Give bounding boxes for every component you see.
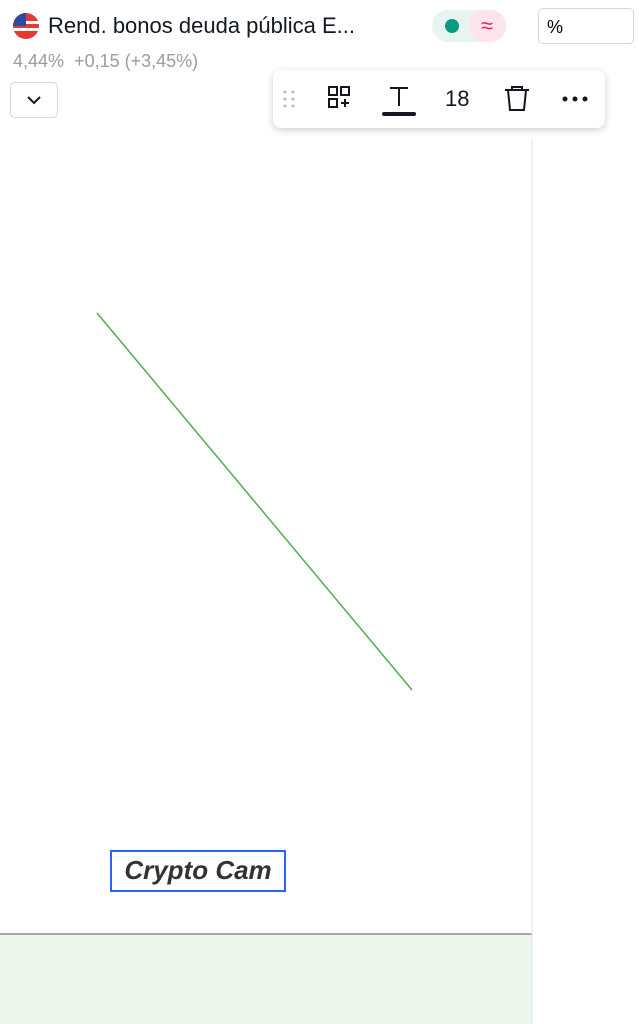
title: Rend. bonos deuda pública E... xyxy=(48,13,356,38)
watermark: Crypto Cam xyxy=(124,855,271,885)
unit-button[interactable]: % xyxy=(538,8,634,44)
watermark-box xyxy=(110,850,286,892)
price: 4,44% xyxy=(13,51,65,71)
status[interactable]: ≈ xyxy=(432,10,506,42)
title-row: Rend. bonos deuda pública E... xyxy=(12,12,355,40)
change: +0,15 (+3,45%) xyxy=(74,51,199,71)
dropdown[interactable] xyxy=(10,82,58,118)
font-size[interactable]: 18 xyxy=(445,86,470,111)
flag xyxy=(13,13,39,39)
svg-text:≈: ≈ xyxy=(481,13,493,38)
quote: 4,44% +0,15 (+3,45%) xyxy=(13,51,198,72)
trend-line xyxy=(96,312,413,691)
toolbar: 18 xyxy=(266,70,605,128)
zone xyxy=(0,934,532,1024)
toolbar-icons xyxy=(266,86,588,116)
